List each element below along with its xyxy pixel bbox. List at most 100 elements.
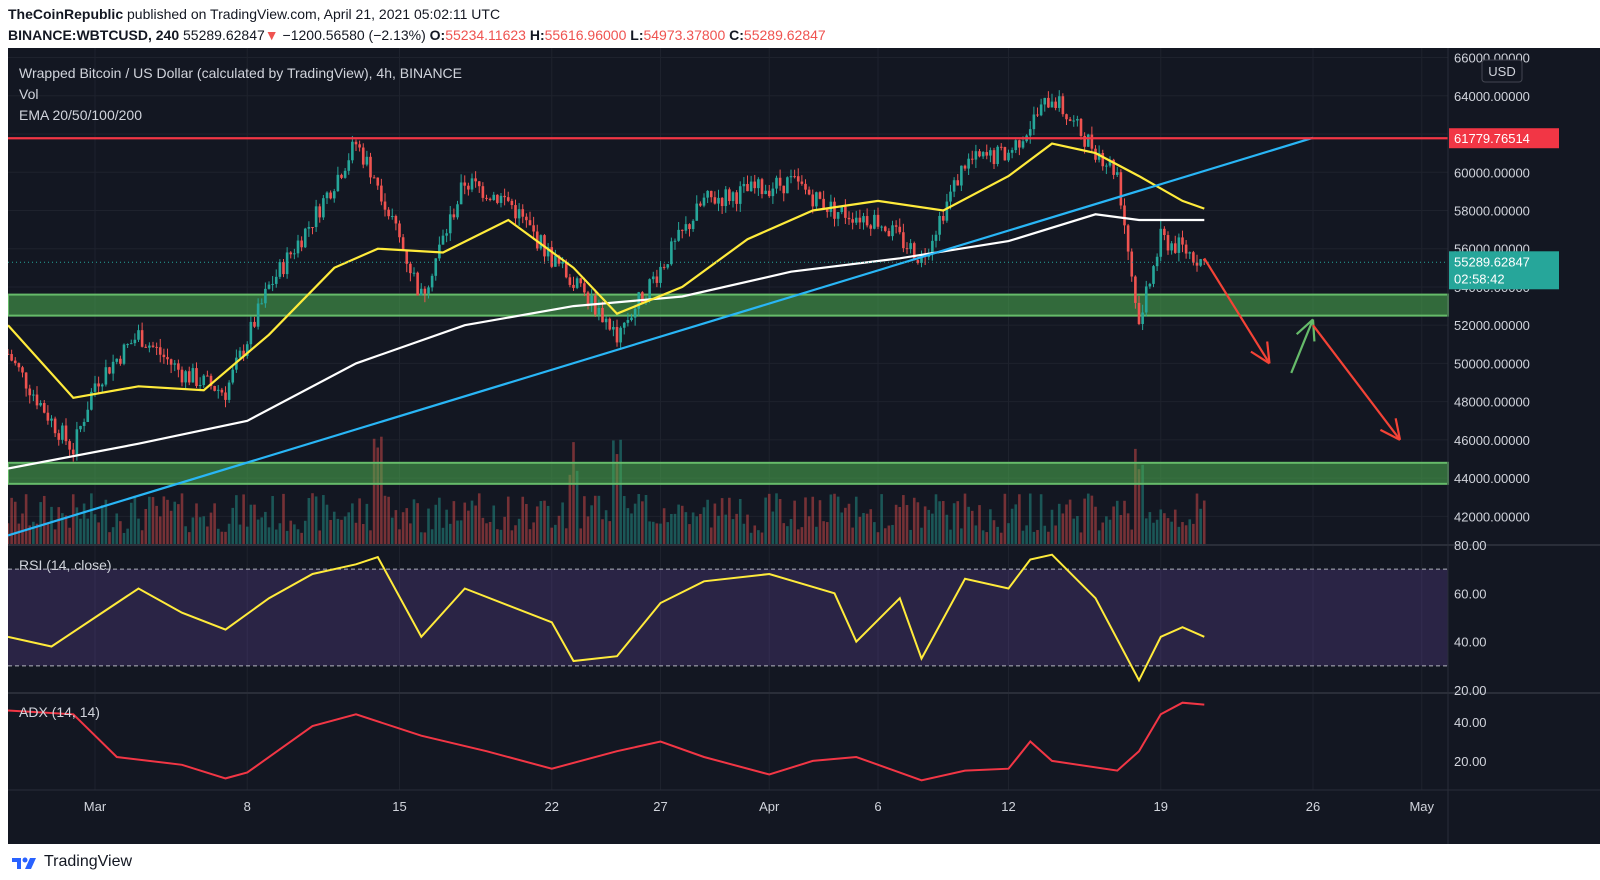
time-axis[interactable]: Mar 8 15 22 27 Apr 6 12 19 26 May bbox=[84, 799, 1435, 814]
volume-bar bbox=[978, 505, 981, 545]
candle-body bbox=[206, 375, 209, 377]
volume-bar bbox=[162, 496, 166, 545]
candle-body bbox=[651, 276, 655, 280]
volume-bar bbox=[231, 507, 235, 545]
volume-bar bbox=[840, 512, 844, 545]
candle-body bbox=[1192, 252, 1195, 263]
tradingview-brand[interactable]: TradingView bbox=[44, 853, 133, 870]
volume-bar bbox=[796, 529, 800, 545]
candle-body bbox=[445, 233, 448, 236]
volume-bar bbox=[133, 495, 137, 545]
candle-body bbox=[322, 198, 325, 218]
price-axis[interactable]: 66000.0000064000.0000062000.0000060000.0… bbox=[1449, 51, 1559, 525]
price-pane[interactable]: Wrapped Bitcoin / US Dollar (calculated … bbox=[6, 65, 1449, 545]
candle-body bbox=[463, 182, 467, 186]
volume-bar bbox=[684, 512, 688, 545]
volume-bar bbox=[336, 518, 340, 545]
projection-arrow-head bbox=[1394, 418, 1402, 441]
volume-bar bbox=[1159, 509, 1163, 545]
candle-body bbox=[1079, 118, 1083, 136]
volume-bar bbox=[21, 513, 24, 545]
volume-bar bbox=[79, 518, 82, 545]
volume-bar bbox=[267, 527, 271, 545]
volume-bar bbox=[300, 532, 303, 545]
time-tick-label: 26 bbox=[1306, 799, 1320, 814]
rsi-pane[interactable]: RSI (14, close) bbox=[7, 553, 1448, 683]
volume-bar bbox=[1181, 522, 1184, 545]
volume-bar bbox=[485, 523, 488, 545]
candle-body bbox=[909, 243, 912, 250]
candle-body bbox=[735, 192, 738, 204]
volume-bar bbox=[467, 510, 470, 545]
volume-bar bbox=[347, 512, 351, 545]
candle-body bbox=[604, 318, 608, 323]
projection-arrow-head bbox=[1295, 318, 1314, 336]
candle-body bbox=[387, 209, 390, 217]
volume-bar bbox=[619, 439, 622, 545]
candle-body bbox=[209, 375, 213, 387]
candle-body bbox=[1170, 243, 1173, 251]
candle-body bbox=[17, 363, 21, 368]
ascending-trendline bbox=[7, 136, 1314, 537]
volume-bar bbox=[423, 532, 427, 545]
volume-bar bbox=[115, 513, 119, 545]
projection-arrow-head bbox=[1266, 341, 1271, 364]
pane-separators bbox=[8, 48, 1600, 844]
candle-body bbox=[148, 345, 151, 348]
volume-bar bbox=[967, 506, 970, 545]
candle-body bbox=[514, 205, 517, 219]
volume-bar bbox=[227, 523, 231, 545]
candle-body bbox=[488, 198, 492, 200]
candle-body bbox=[840, 206, 844, 213]
candle-body bbox=[1173, 243, 1177, 253]
volume-bar bbox=[923, 506, 927, 545]
volume-bar bbox=[622, 496, 626, 545]
volume-bar bbox=[32, 521, 35, 545]
candle-body bbox=[815, 192, 818, 207]
candle-body bbox=[253, 321, 256, 327]
volume-bar bbox=[1036, 530, 1039, 545]
candle-body bbox=[401, 237, 405, 250]
publisher-name[interactable]: TheCoinRepublic bbox=[8, 6, 124, 22]
candle-body bbox=[688, 224, 691, 230]
candle-body bbox=[905, 248, 909, 250]
candle-body bbox=[394, 216, 398, 224]
volume-bar bbox=[1079, 532, 1083, 545]
candle-body bbox=[720, 197, 724, 207]
currency-badge[interactable] bbox=[1481, 59, 1523, 83]
candle-body bbox=[53, 418, 57, 434]
time-tick-label: 19 bbox=[1154, 799, 1168, 814]
volume-bar bbox=[1141, 464, 1144, 545]
candle-body bbox=[1148, 283, 1152, 287]
volume-bar bbox=[568, 474, 572, 545]
support-zone-upper bbox=[7, 293, 1449, 317]
adx-legend: ADX (14, 14) bbox=[19, 704, 100, 720]
volume-bar bbox=[1130, 529, 1134, 545]
chart-area[interactable]: Wrapped Bitcoin / US Dollar (calculated … bbox=[6, 48, 1600, 844]
candle-body bbox=[506, 197, 510, 201]
volume-bar bbox=[108, 532, 111, 545]
volume-bar bbox=[71, 494, 75, 545]
volume-bar bbox=[844, 507, 847, 545]
chart-canvas[interactable]: Wrapped Bitcoin / US Dollar (calculated … bbox=[6, 48, 1600, 844]
candle-body bbox=[912, 243, 916, 261]
volume-bar bbox=[561, 502, 564, 545]
volume-bar bbox=[938, 501, 941, 545]
volume-bar bbox=[996, 526, 999, 545]
volume-bar bbox=[430, 529, 434, 545]
volume-bar bbox=[1057, 503, 1061, 545]
candle-body bbox=[967, 158, 970, 169]
volume-bar bbox=[1021, 530, 1025, 545]
candle-body bbox=[39, 403, 42, 406]
candle-body bbox=[804, 183, 807, 190]
candle-body bbox=[1119, 172, 1123, 206]
candle-body bbox=[169, 359, 173, 365]
adx-pane[interactable]: ADX (14, 14) bbox=[7, 701, 1205, 782]
volume-bar bbox=[235, 495, 238, 545]
candle-body bbox=[898, 226, 902, 233]
volume-bar bbox=[401, 512, 405, 545]
volume-bar bbox=[314, 496, 318, 545]
time-tick-label: Apr bbox=[759, 799, 780, 814]
candle-body bbox=[641, 292, 644, 303]
candle-body bbox=[938, 215, 941, 235]
